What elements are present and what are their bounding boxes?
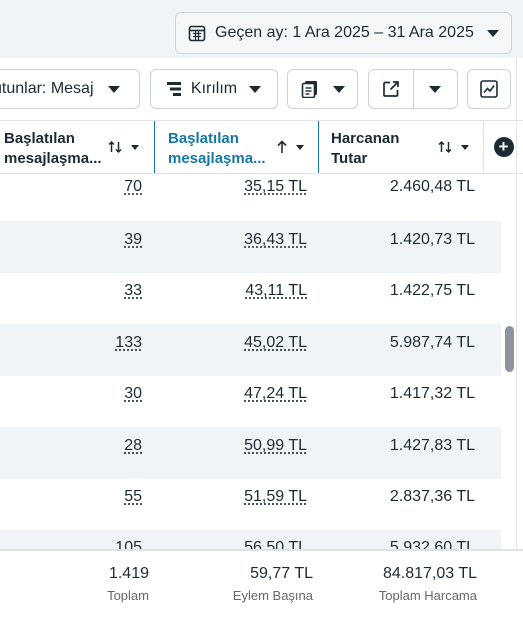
table-row: 28 50,99 TL 1.427,83 TL bbox=[0, 427, 501, 479]
table-body: 70 35,15 TL 2.460,48 TL 39 36,43 TL 1.42… bbox=[0, 174, 501, 550]
total-conversations-value: 1.419 bbox=[108, 565, 149, 582]
table-row: 30 47,24 TL 1.417,32 TL bbox=[0, 376, 501, 428]
conversations-cell[interactable]: 70 bbox=[124, 178, 142, 195]
sort-icon bbox=[108, 140, 122, 154]
spent-cell: 1.420,73 TL bbox=[389, 231, 475, 248]
chevron-down-icon bbox=[131, 144, 139, 150]
cost-per-cell[interactable]: 43,11 TL bbox=[245, 282, 307, 299]
table-header: Başlatılan mesajlaşma... Başlatılan mesa… bbox=[0, 120, 523, 174]
export-button-group bbox=[368, 69, 458, 109]
plus-icon: + bbox=[493, 137, 514, 157]
sort-control[interactable] bbox=[276, 139, 304, 155]
chart-icon bbox=[480, 80, 498, 98]
spent-cell: 1.427,83 TL bbox=[389, 437, 475, 454]
chevron-down-icon bbox=[249, 85, 262, 93]
table-row: 105 56,50 TL 5.932,60 TL bbox=[0, 530, 501, 550]
spent-cell: 2.460,48 TL bbox=[389, 178, 475, 195]
chevron-down-icon bbox=[296, 144, 304, 150]
column-header-cost-per-conversation[interactable]: Başlatılan mesajlaşma... bbox=[154, 121, 319, 173]
table-row: 33 43,11 TL 1.422,75 TL bbox=[0, 273, 501, 325]
table-row: 39 36,43 TL 1.420,73 TL bbox=[0, 221, 501, 273]
column-title-line1: Başlatılan bbox=[168, 130, 239, 147]
total-cost-per-value: 59,77 TL bbox=[250, 565, 313, 582]
export-button[interactable] bbox=[369, 70, 413, 108]
table-row: 70 35,15 TL 2.460,48 TL bbox=[0, 174, 501, 226]
breakdown-icon bbox=[166, 82, 181, 96]
date-range-picker[interactable]: Geçen ay: 1 Ara 2025 – 31 Ara 2025 bbox=[175, 12, 512, 54]
cost-per-cell[interactable]: 36,43 TL bbox=[244, 231, 307, 248]
sort-control[interactable] bbox=[437, 139, 469, 155]
spent-cell: 5.987,74 TL bbox=[389, 334, 475, 351]
totals-footer: 1.419 Toplam 59,77 TL Eylem Başına 84.81… bbox=[0, 549, 523, 633]
total-cost-per-label: Eylem Başına bbox=[232, 588, 313, 603]
reports-dropdown[interactable] bbox=[287, 69, 358, 109]
conversations-cell[interactable]: 33 bbox=[124, 282, 142, 299]
column-header-conversations[interactable]: Başlatılan mesajlaşma... bbox=[0, 121, 154, 173]
columns-dropdown-label: ütunlar: Mesaj bbox=[0, 80, 94, 97]
breakdown-label: Kırılım bbox=[190, 80, 238, 97]
cost-per-cell[interactable]: 50,99 TL bbox=[244, 437, 307, 454]
date-range-label: Geçen ay: 1 Ara 2025 – 31 Ara 2025 bbox=[215, 24, 474, 41]
export-options-dropdown[interactable] bbox=[413, 70, 457, 108]
conversations-cell[interactable]: 30 bbox=[124, 385, 142, 402]
vertical-scrollbar[interactable] bbox=[505, 326, 514, 372]
add-column-button[interactable]: + bbox=[484, 121, 523, 173]
divider bbox=[516, 58, 517, 550]
column-title-line2: mesajlaşma... bbox=[168, 150, 266, 167]
cost-per-cell[interactable]: 45,02 TL bbox=[244, 334, 307, 351]
report-icon bbox=[301, 81, 317, 98]
spent-cell: 5.932,60 TL bbox=[389, 539, 475, 550]
cost-per-cell[interactable]: 56,50 TL bbox=[244, 539, 307, 550]
columns-dropdown[interactable]: ütunlar: Mesaj bbox=[0, 69, 140, 109]
cost-per-cell[interactable]: 47,24 TL bbox=[244, 385, 307, 402]
conversations-cell[interactable]: 39 bbox=[124, 231, 142, 248]
conversations-cell[interactable]: 55 bbox=[124, 488, 142, 505]
total-spent-value: 84.817,03 TL bbox=[382, 565, 477, 582]
breakdown-dropdown[interactable]: Kırılım bbox=[150, 69, 278, 109]
chevron-down-icon bbox=[487, 29, 499, 37]
sort-ascending-icon bbox=[277, 140, 287, 153]
table-row: 55 51,59 TL 2.837,36 TL bbox=[0, 479, 501, 531]
cost-per-cell[interactable]: 51,59 TL bbox=[244, 488, 307, 505]
spent-cell: 1.417,32 TL bbox=[389, 385, 475, 402]
spent-cell: 2.837,36 TL bbox=[389, 488, 475, 505]
table-row: 133 45,02 TL 5.987,74 TL bbox=[0, 324, 501, 376]
chevron-down-icon bbox=[107, 85, 120, 93]
spent-cell: 1.422,75 TL bbox=[389, 282, 475, 299]
chevron-down-icon bbox=[461, 144, 469, 150]
chart-toggle-button[interactable] bbox=[467, 69, 511, 109]
toolbar: ütunlar: Mesaj Kırılım bbox=[0, 58, 523, 120]
calendar-icon bbox=[188, 25, 206, 42]
column-title-line2: mesajlaşma... bbox=[4, 150, 102, 167]
conversations-cell[interactable]: 28 bbox=[124, 437, 142, 454]
chevron-down-icon bbox=[429, 85, 442, 93]
sort-icon bbox=[438, 140, 452, 154]
chevron-down-icon bbox=[332, 85, 345, 93]
conversations-cell[interactable]: 133 bbox=[115, 334, 142, 351]
total-conversations-label: Toplam bbox=[107, 588, 149, 603]
column-title-line2: Tutar bbox=[331, 150, 368, 167]
conversations-cell[interactable]: 105 bbox=[115, 539, 142, 550]
sort-control[interactable] bbox=[107, 139, 139, 155]
cost-per-cell[interactable]: 35,15 TL bbox=[244, 178, 307, 195]
total-spent-label: Toplam Harcama bbox=[378, 588, 477, 603]
column-title-line1: Harcanan bbox=[331, 130, 400, 147]
top-bar: Geçen ay: 1 Ara 2025 – 31 Ara 2025 bbox=[0, 0, 523, 58]
divider bbox=[412, 70, 414, 108]
column-header-amount-spent[interactable]: Harcanan Tutar bbox=[319, 121, 484, 173]
column-title-line1: Başlatılan bbox=[4, 130, 75, 147]
export-icon bbox=[382, 81, 399, 97]
